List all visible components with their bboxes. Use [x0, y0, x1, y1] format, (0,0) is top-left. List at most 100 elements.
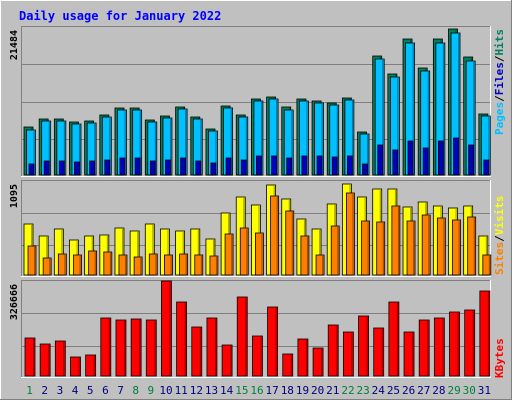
bar-visits-day-12-shade [197, 230, 199, 275]
bar-pages-day-11 [180, 157, 187, 176]
bar-sites-day-10-shade [170, 256, 172, 275]
bar-kbytes-day-25 [388, 301, 400, 377]
bar-pages-day-23 [362, 163, 368, 176]
bar-kbytes-day-4 [70, 356, 81, 377]
bar-sites-day-22-shade [352, 194, 354, 275]
bar-pages-day-7 [119, 157, 126, 176]
bar-kbytes-day-9 [145, 319, 157, 377]
bar-visits-day-3-shade [61, 230, 63, 275]
x-tick-label: 11 [175, 384, 188, 397]
bar-pages-day-9 [149, 160, 156, 176]
x-tick-label: 6 [102, 384, 109, 397]
bar-files-day-27-shade [427, 72, 429, 175]
x-tick-label: 18 [281, 384, 294, 397]
bar-sites-day-13 [209, 255, 219, 276]
bar-kbytes-day-6-shade [108, 319, 111, 376]
bar-kbytes-day-4-shade [78, 358, 80, 376]
bar-visits-day-11-shade [182, 232, 184, 275]
bar-kbytes-day-11-shade [184, 303, 186, 376]
bar-kbytes-day-30-shade [472, 311, 474, 376]
bar-sites-day-28-shade [443, 219, 445, 275]
bar-kbytes-day-7 [115, 319, 127, 377]
bar-files-day-22-shade [351, 101, 354, 175]
bar-sites-day-8 [133, 256, 143, 276]
bar-kbytes-day-20-shade [321, 349, 323, 376]
bar-pages-day-15 [240, 159, 247, 176]
bar-kbytes-day-16 [252, 335, 263, 377]
bar-kbytes-day-2-shade [48, 345, 50, 376]
bar-kbytes-day-9-shade [154, 321, 156, 376]
bar-kbytes-day-26 [403, 331, 415, 377]
bar-kbytes-day-19 [297, 338, 309, 377]
bar-visits-day-9-shade [152, 225, 154, 275]
bar-kbytes-day-10 [161, 280, 172, 377]
bar-kbytes-day-26-shade [412, 333, 414, 376]
bar-sites-day-6 [103, 251, 113, 276]
bar-kbytes-day-21-shade [336, 326, 338, 376]
bar-sites-day-14-shade [231, 235, 233, 275]
bar-files-day-11-shade [185, 110, 187, 175]
bar-kbytes-day-15-shade [245, 298, 247, 376]
x-tick-label: 7 [117, 384, 124, 397]
bar-kbytes-day-24-shade [381, 329, 383, 376]
legend-kbytes: KBytes [493, 338, 506, 378]
y-max-label: 1095 [9, 184, 20, 208]
bar-pages-day-12 [195, 160, 202, 176]
bar-kbytes-day-18 [282, 353, 294, 377]
bar-sites-day-27-shade [428, 216, 430, 275]
bar-files-day-3-shade [63, 122, 66, 175]
bar-visits-day-2-shade [46, 237, 48, 275]
bar-kbytes-day-15 [236, 296, 248, 377]
bar-visits-day-7-shade [121, 229, 124, 275]
bar-pages-day-28 [437, 140, 444, 176]
chart-title: Daily usage for January 2022 [19, 9, 221, 23]
x-tick-labels: 1 2 3 4 5 6 7 8 9 10 11 12 13 14 15 16 17 18 19 20 21 22 23 24 2… [26, 384, 491, 397]
bar-files-day-12-shade [200, 120, 202, 175]
bar-pages-day-13 [210, 162, 217, 176]
legend-entry: Sites [493, 242, 506, 275]
bar-kbytes-day-14-shade [230, 346, 232, 376]
bar-files-day-4-shade [78, 125, 81, 175]
bar-pages-day-22 [346, 155, 353, 176]
x-tick-label: 21 [326, 384, 339, 397]
bar-files-day-9-shade [154, 123, 156, 175]
bar-visits-day-8-shade [137, 232, 139, 275]
bar-pages-day-5 [89, 160, 96, 176]
bar-sites-day-24-shade [382, 223, 384, 275]
x-tick-label: 31 [478, 384, 491, 397]
bar-sites-day-4 [73, 254, 82, 276]
bar-sites-day-5-shade [94, 252, 96, 275]
bar-kbytes-day-3-shade [63, 342, 65, 376]
x-tick-label: 26 [402, 384, 415, 397]
bar-files-day-17-shade [276, 100, 278, 175]
legend-entry: Pages [493, 102, 506, 135]
bar-kbytes-day-20 [312, 347, 324, 377]
bar-sites-day-21-shade [337, 227, 339, 275]
bar-sites-day-12 [194, 254, 204, 276]
bar-sites-day-10 [164, 254, 173, 276]
bar-files-day-16-shade [260, 102, 263, 175]
bar-sites-day-11-shade [185, 255, 187, 275]
bar-sites-day-4-shade [79, 256, 81, 275]
bar-sites-day-29-shade [458, 221, 460, 275]
bar-files-day-30-shade [473, 62, 475, 175]
x-tick-label: 15 [235, 384, 248, 397]
bar-sites-day-18-shade [291, 212, 293, 275]
bar-kbytes-day-18-shade [290, 355, 292, 376]
bar-files-day-23-shade [367, 135, 369, 175]
bar-sites-day-25 [391, 205, 401, 276]
x-tick-label: 12 [190, 384, 203, 397]
bar-kbytes-day-6 [100, 317, 112, 377]
bar-pages-day-10 [165, 159, 171, 176]
legend-entry: / [493, 95, 506, 102]
x-tick-label: 10 [159, 384, 172, 397]
bar-sites-day-16 [255, 232, 264, 276]
bar-sites-day-23 [361, 220, 370, 276]
bar-kbytes-day-23 [358, 315, 369, 377]
bar-sites-day-16-shade [261, 234, 263, 275]
bar-visits-day-10-shade [167, 230, 169, 275]
bar-pages-day-6 [104, 159, 111, 176]
bar-files-day-8-shade [139, 111, 141, 175]
bar-sites-day-9 [148, 253, 158, 276]
bar-pages-day-14 [225, 157, 232, 176]
